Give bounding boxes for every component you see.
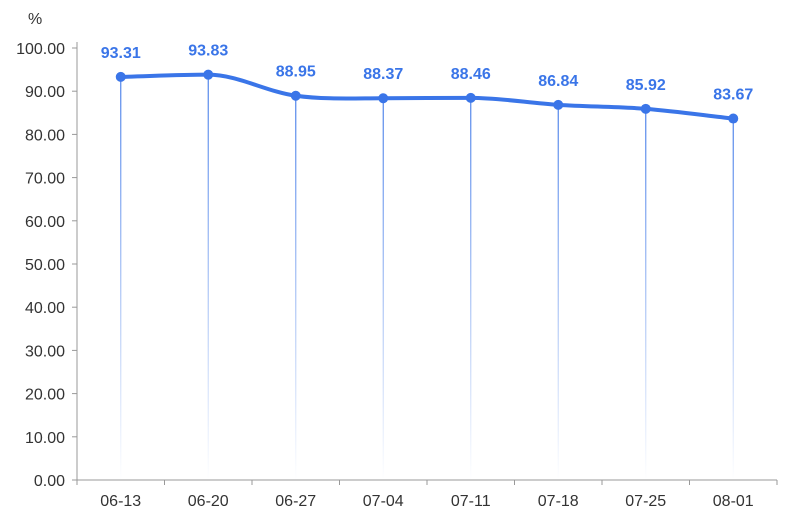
drop-lines: [120, 74, 734, 481]
x-axis: 06-13 06-20 06-27 07-04 07-11 07-18 07-25 08-01: [76, 479, 778, 510]
y-axis-unit: %: [28, 11, 42, 28]
drop-line: [470, 97, 472, 481]
data-point: [378, 93, 389, 104]
drop-line: [557, 104, 559, 480]
x-tick-label: 06-27: [275, 493, 316, 510]
y-tick-label: 50.00: [25, 257, 65, 274]
y-tick-label: 80.00: [25, 127, 65, 144]
y-tick-label: 60.00: [25, 214, 65, 231]
data-point: [290, 90, 301, 101]
x-tick-label: 06-20: [188, 493, 229, 510]
drop-line: [382, 98, 384, 480]
data-point: [465, 92, 476, 103]
y-tick-label: 100.00: [16, 41, 65, 58]
data-point: [203, 69, 214, 80]
data-label: 93.31: [101, 45, 141, 62]
data-point: [115, 71, 126, 82]
x-tick-label: 08-01: [713, 493, 754, 510]
data-label: 86.84: [538, 73, 578, 90]
y-axis: 0.00 10.00 20.00 30.00 40.00 50.00 60.00 70.00 8…: [16, 41, 78, 490]
data-label: 88.46: [451, 66, 491, 83]
x-tick-label: 07-25: [625, 493, 666, 510]
series-line: [118, 72, 736, 121]
data-point: [728, 113, 739, 124]
y-tick-label: 20.00: [25, 387, 65, 404]
y-tick-label: 90.00: [25, 84, 65, 101]
y-tick-label: 0.00: [34, 473, 65, 490]
drop-line: [207, 74, 209, 480]
y-tick-label: 70.00: [25, 171, 65, 188]
drop-line: [645, 108, 647, 481]
x-tick-label: 06-13: [100, 493, 141, 510]
data-points: [115, 69, 739, 124]
y-tick-label: 10.00: [25, 430, 65, 447]
x-tick-label: 07-18: [538, 493, 579, 510]
x-tick-label: 07-11: [451, 493, 491, 510]
y-tick-label: 40.00: [25, 300, 65, 317]
drop-line: [120, 76, 122, 480]
y-tick-label: 30.00: [25, 343, 65, 360]
x-tick-label: 07-04: [363, 493, 404, 510]
data-point: [553, 99, 564, 110]
data-labels: 93.31 93.83 88.95 88.37 88.46 86.84 85.92 83.67: [101, 43, 754, 104]
data-label: 88.37: [363, 66, 403, 83]
data-label: 88.95: [276, 64, 316, 81]
data-label: 83.67: [713, 87, 753, 104]
drop-line: [295, 95, 297, 481]
drop-line: [732, 118, 734, 481]
data-label: 93.83: [188, 43, 228, 60]
data-label: 85.92: [626, 77, 666, 94]
data-point: [640, 103, 651, 114]
